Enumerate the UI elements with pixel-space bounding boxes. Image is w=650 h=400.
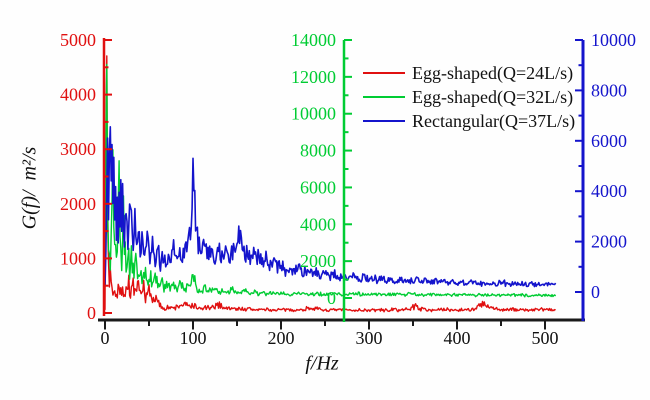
series-line-egg-shaped-q-24l-s — [104, 55, 556, 313]
y-tick-label-right: 6000 — [591, 131, 627, 151]
y-tick-label-left: 0 — [87, 303, 96, 323]
legend: Egg-shaped(Q=24L/s) Egg-shaped(Q=32L/s) Re… — [363, 61, 575, 133]
y-tick-label-middle: 14000 — [291, 30, 336, 50]
y-tick-label-left: 5000 — [60, 30, 96, 50]
x-tick-label: 500 — [532, 328, 559, 348]
legend-entry-egg-shaped-q-32l-s: Egg-shaped(Q=32L/s) — [363, 85, 575, 109]
y-tick-label-right: 2000 — [591, 232, 627, 252]
y-tick-label-right: 10000 — [591, 30, 636, 50]
y-tick-label-middle: 6000 — [300, 177, 336, 197]
legend-entry-egg-shaped-q-24l-s: Egg-shaped(Q=24L/s) — [363, 61, 575, 85]
y-tick-label-right: 4000 — [591, 181, 627, 201]
x-tick-label: 100 — [180, 328, 207, 348]
legend-entry-rectangular-q-37l-s: Rectangular(Q=37L/s) — [363, 109, 575, 133]
y-tick-label-middle: 4000 — [300, 214, 336, 234]
legend-label: Egg-shaped(Q=24L/s) — [412, 62, 574, 83]
x-tick-label: 200 — [268, 328, 295, 348]
series-line-rectangular-q-37l-s — [104, 126, 557, 288]
x-axis-title: f/Hz — [305, 352, 339, 375]
y-axis-title: G(f)/ m²/s — [18, 146, 41, 230]
legend-label: Rectangular(Q=37L/s) — [412, 110, 576, 131]
y-tick-label-left: 4000 — [60, 85, 96, 105]
legend-label: Egg-shaped(Q=32L/s) — [412, 86, 574, 107]
y-tick-label-right: 8000 — [591, 80, 627, 100]
y-tick-label-middle: 0 — [327, 288, 336, 308]
x-tick-label: 400 — [444, 328, 471, 348]
y-tick-label-left: 1000 — [60, 248, 96, 268]
y-tick-label-middle: 2000 — [300, 251, 336, 271]
y-tick-label-right: 0 — [591, 282, 600, 302]
series-line-egg-shaped-q-32l-s — [104, 63, 557, 298]
y-tick-label-left: 3000 — [60, 139, 96, 159]
y-tick-label-middle: 12000 — [291, 67, 336, 87]
y-tick-label-left: 2000 — [60, 194, 96, 214]
x-tick-label: 300 — [356, 328, 383, 348]
x-tick-label: 0 — [101, 328, 110, 348]
y-tick-label-middle: 8000 — [300, 141, 336, 161]
legend-line-swatch — [363, 120, 405, 122]
legend-line-swatch — [363, 96, 405, 98]
legend-line-swatch — [363, 72, 405, 74]
y-tick-label-middle: 10000 — [291, 104, 336, 124]
